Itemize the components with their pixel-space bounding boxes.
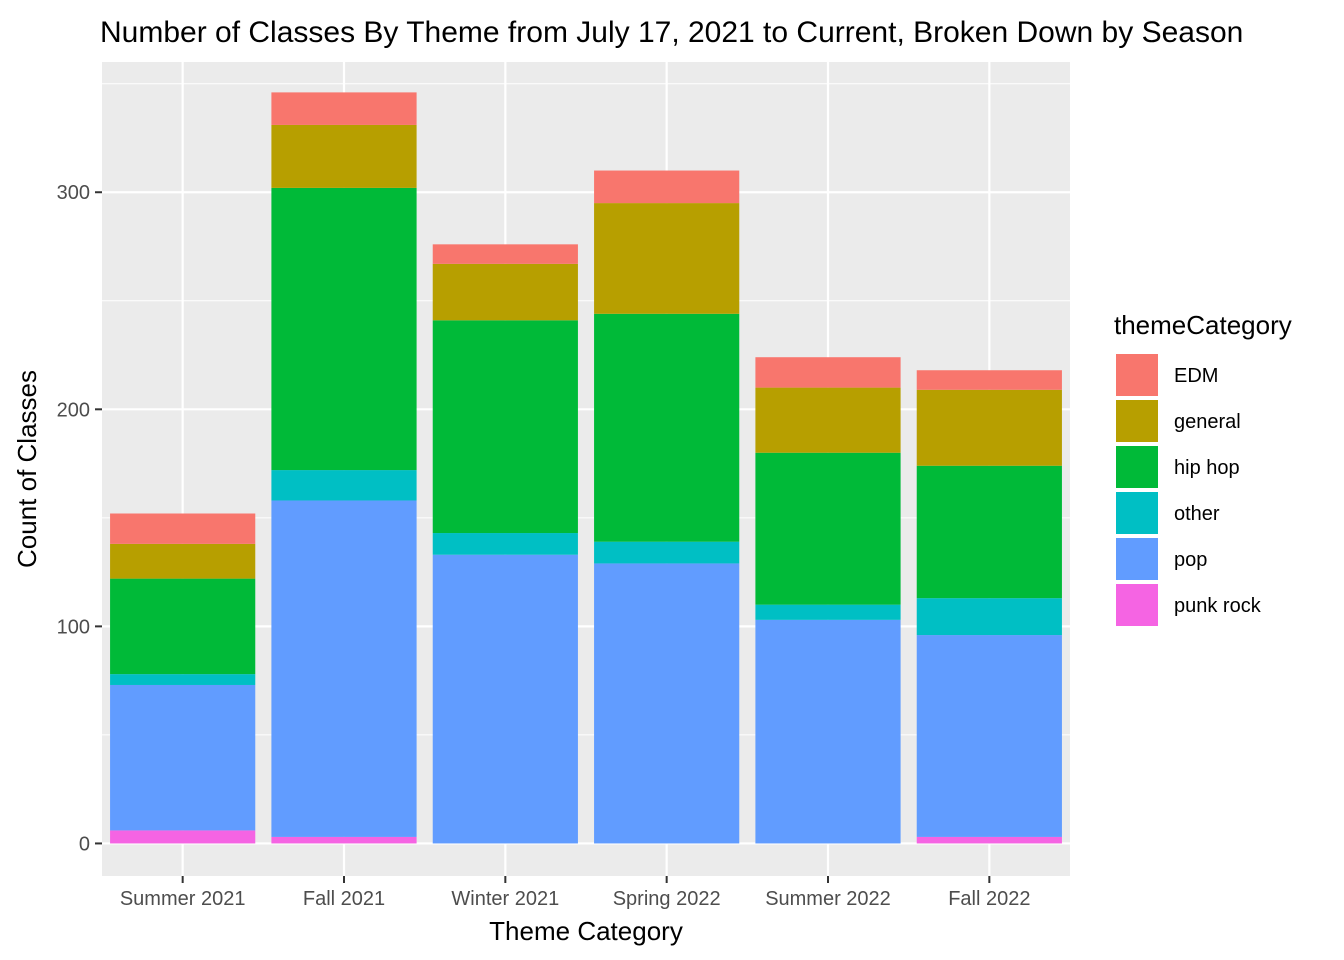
legend-label: pop xyxy=(1174,549,1207,571)
legend: themeCategory EDM general hip hop other pop p… xyxy=(1114,310,1292,626)
bar-segment xyxy=(271,500,417,837)
legend-label: general xyxy=(1174,411,1241,433)
bar-segment xyxy=(271,836,417,844)
bar-segment xyxy=(432,320,578,534)
bar-segment xyxy=(271,187,417,471)
legend-label: hip hop xyxy=(1174,457,1240,479)
bar-segment xyxy=(110,684,256,831)
bar-segment xyxy=(916,635,1062,837)
bars xyxy=(110,92,1062,844)
legend-key xyxy=(1116,584,1158,626)
bar-segment xyxy=(110,830,256,844)
y-axis: 0 100 200 300 xyxy=(57,182,102,855)
y-axis-title: Count of Classes xyxy=(12,370,42,568)
bar-segment xyxy=(916,465,1062,599)
chart-title: Number of Classes By Theme from July 17,… xyxy=(100,16,1243,49)
legend-key xyxy=(1116,354,1158,396)
bar-segment xyxy=(110,513,256,544)
x-axis: Summer 2021 Fall 2021 Winter 2021 Spring 20… xyxy=(120,876,1030,910)
bar-segment xyxy=(110,578,256,675)
bar-segment xyxy=(271,470,417,501)
bar-segment xyxy=(755,387,901,453)
legend-label: other xyxy=(1174,503,1220,525)
y-tick-label: 200 xyxy=(57,399,90,421)
bar-segment xyxy=(594,170,740,204)
y-tick-label: 100 xyxy=(57,616,90,638)
legend-key xyxy=(1116,400,1158,442)
bar-segment xyxy=(755,604,901,620)
bar-segment xyxy=(594,563,740,844)
bar-segment xyxy=(755,619,901,844)
y-tick-label: 300 xyxy=(57,182,90,204)
y-tick-label: 0 xyxy=(79,833,90,855)
bar-segment xyxy=(755,357,901,388)
x-tick-label: Winter 2021 xyxy=(451,888,559,910)
legend-label: punk rock xyxy=(1174,595,1262,617)
x-tick-label: Fall 2021 xyxy=(303,888,385,910)
legend-key xyxy=(1116,492,1158,534)
x-tick-label: Spring 2022 xyxy=(613,888,721,910)
bar-segment xyxy=(916,389,1062,466)
plot-panel xyxy=(102,62,1070,876)
x-tick-label: Fall 2022 xyxy=(948,888,1030,910)
x-axis-title: Theme Category xyxy=(489,916,683,946)
bar-segment xyxy=(432,554,578,844)
bar-segment xyxy=(594,203,740,314)
bar-segment xyxy=(110,543,256,579)
bar-segment xyxy=(916,598,1062,636)
legend-key xyxy=(1116,446,1158,488)
bar-segment xyxy=(916,370,1062,390)
bar-segment xyxy=(432,244,578,264)
x-tick-label: Summer 2022 xyxy=(765,888,891,910)
x-tick-label: Summer 2021 xyxy=(120,888,246,910)
legend-key xyxy=(1116,538,1158,580)
bar-segment xyxy=(271,124,417,188)
legend-label: EDM xyxy=(1174,365,1218,387)
bar-segment xyxy=(432,533,578,555)
bar-segment xyxy=(594,313,740,542)
bar-segment xyxy=(594,541,740,564)
bar-segment xyxy=(916,836,1062,844)
bar-segment xyxy=(271,92,417,125)
bar-segment xyxy=(110,674,256,685)
legend-title: themeCategory xyxy=(1114,310,1292,340)
bar-segment xyxy=(755,452,901,605)
bar-segment xyxy=(432,263,578,321)
